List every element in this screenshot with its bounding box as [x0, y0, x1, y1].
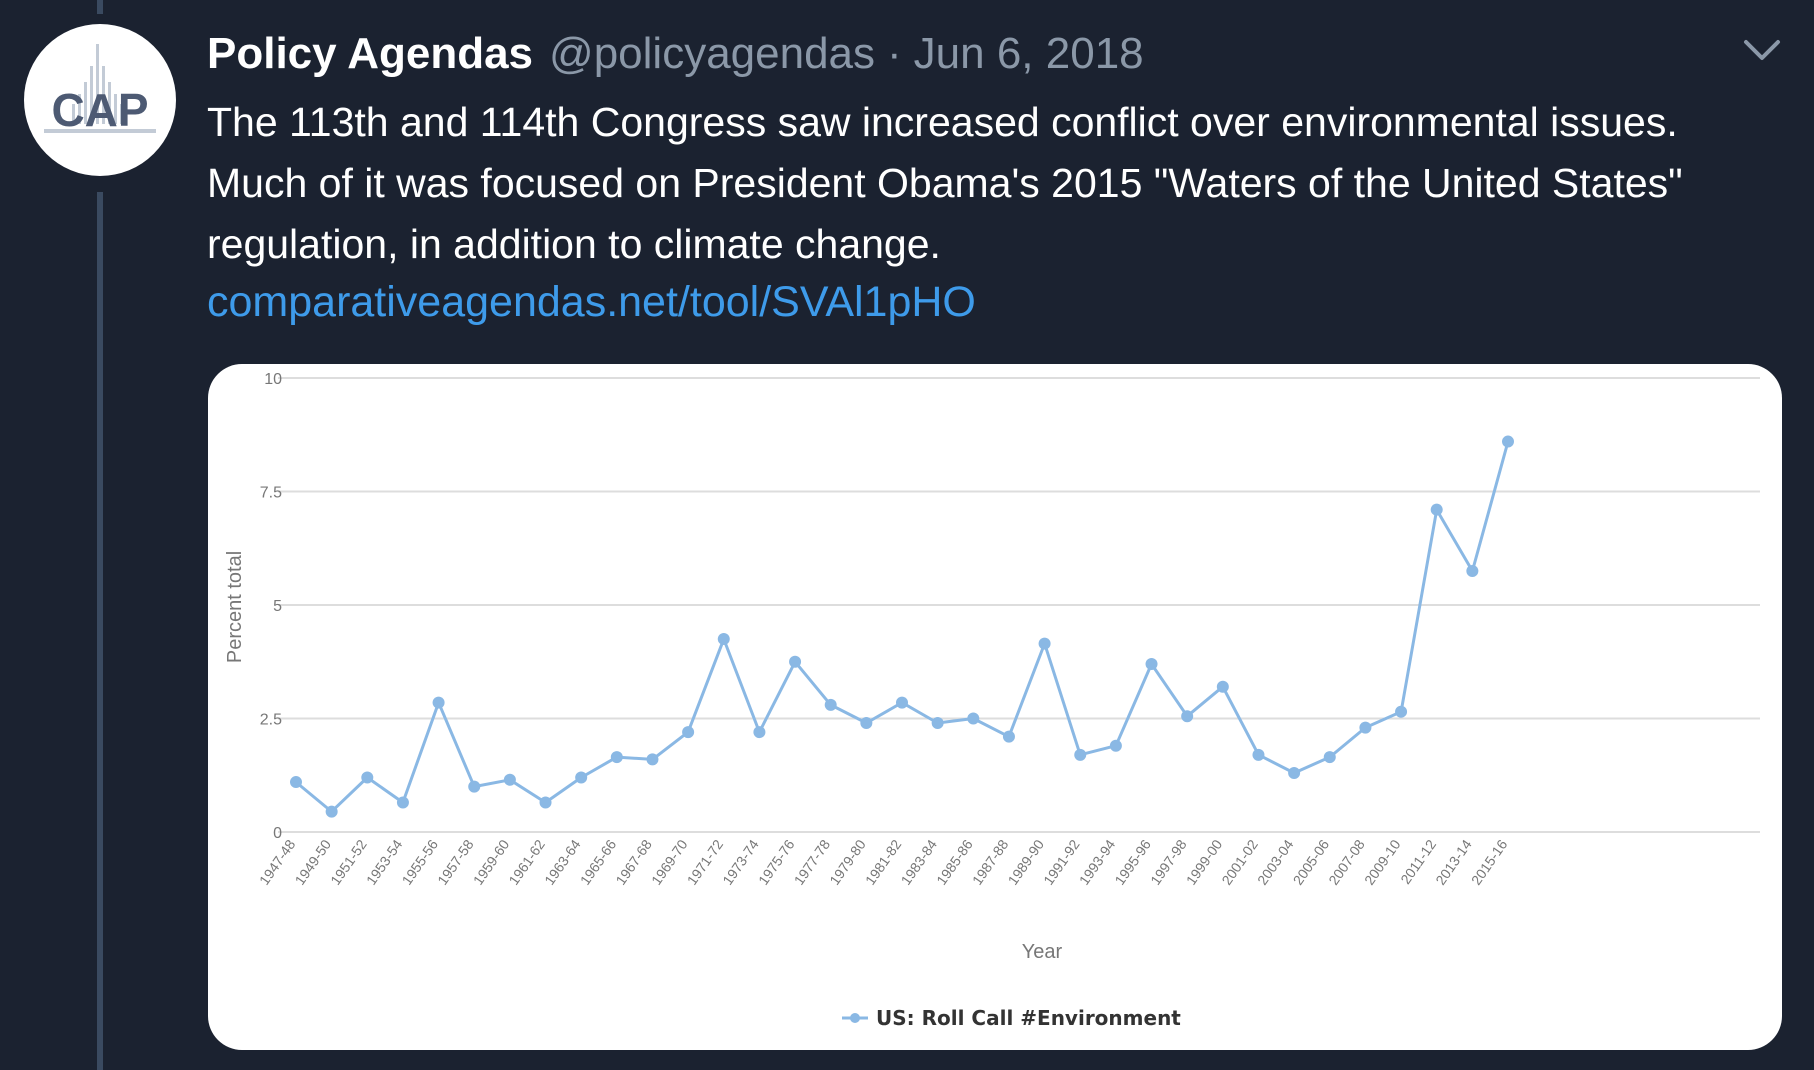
x-axis-label: Year: [1022, 941, 1063, 963]
display-name[interactable]: Policy Agendas: [207, 29, 534, 78]
data-point[interactable]: [361, 771, 374, 784]
data-point[interactable]: [325, 805, 338, 818]
y-axis-label: Percent total: [224, 551, 246, 663]
data-point[interactable]: [503, 773, 516, 786]
y-tick-label: 7.5: [260, 485, 282, 502]
x-tick-label: 2009-10: [1361, 836, 1404, 887]
legend-label: US: Roll Call #Environment: [876, 1006, 1181, 1030]
tweet-date[interactable]: Jun 6, 2018: [913, 29, 1144, 78]
data-point[interactable]: [1216, 680, 1229, 693]
data-point[interactable]: [646, 753, 659, 766]
y-tick-label: 10: [264, 371, 282, 388]
legend-marker-icon: [850, 1013, 860, 1023]
data-point[interactable]: [1252, 748, 1265, 761]
data-point[interactable]: [575, 771, 588, 784]
data-point[interactable]: [967, 712, 980, 725]
thread-line-top: [97, 0, 103, 14]
data-point[interactable]: [824, 698, 837, 711]
tweet-header: Policy Agendas @policyagendas · Jun 6, 2…: [207, 26, 1144, 82]
data-point[interactable]: [396, 796, 409, 809]
avatar[interactable]: CAP: [24, 24, 176, 176]
data-point[interactable]: [1109, 739, 1122, 752]
y-tick-label: 5: [273, 598, 282, 615]
x-tick-label: 2015-16: [1468, 836, 1511, 887]
data-point[interactable]: [1074, 748, 1087, 761]
thread-line: [97, 192, 103, 1070]
x-axis-ticks: 1947-481949-501951-521953-541955-561957-…: [256, 836, 1511, 887]
data-point[interactable]: [682, 726, 695, 739]
y-axis-ticks: 0 2.5 5 7.5 10: [260, 371, 282, 842]
data-point[interactable]: [931, 717, 944, 730]
y-tick-label: 0: [273, 825, 282, 842]
line-chart: 0 2.5 5 7.5 10 1947-481949-501951-521953-541…: [224, 371, 1760, 1030]
data-point[interactable]: [610, 751, 623, 764]
data-point[interactable]: [539, 796, 552, 809]
data-point[interactable]: [1323, 751, 1336, 764]
data-point[interactable]: [290, 776, 302, 789]
chevron-down-icon[interactable]: [1740, 32, 1784, 68]
series-points: [290, 435, 1514, 818]
data-point[interactable]: [468, 780, 481, 793]
data-point[interactable]: [860, 717, 873, 730]
data-point[interactable]: [1466, 564, 1479, 577]
chart-legend[interactable]: US: Roll Call #Environment: [842, 1006, 1181, 1030]
data-point[interactable]: [1038, 637, 1051, 650]
data-point[interactable]: [1181, 710, 1194, 723]
data-point[interactable]: [1002, 730, 1015, 743]
data-point[interactable]: [432, 696, 445, 709]
data-point[interactable]: [753, 726, 766, 739]
chart-card[interactable]: 0 2.5 5 7.5 10 1947-48 1949-50 1951-52 1953-54 1…: [208, 364, 1782, 1050]
chart-gridlines: [278, 377, 1760, 833]
data-point[interactable]: [1502, 435, 1514, 448]
header-separator: ·: [887, 29, 902, 78]
data-point[interactable]: [789, 655, 802, 668]
data-point[interactable]: [717, 633, 730, 646]
tweet-text: The 113th and 114th Congress saw increas…: [207, 99, 1683, 267]
data-point[interactable]: [1288, 766, 1301, 779]
cap-logo-icon: CAP: [44, 44, 156, 136]
data-point[interactable]: [1145, 658, 1158, 671]
data-point[interactable]: [1430, 503, 1443, 516]
data-point[interactable]: [896, 696, 908, 709]
data-point[interactable]: [1395, 705, 1408, 718]
tweet-link[interactable]: comparativeagendas.net/tool/SVAl1pHO: [207, 278, 976, 326]
data-point[interactable]: [1359, 721, 1372, 734]
y-tick-label: 2.5: [260, 712, 282, 729]
svg-text:CAP: CAP: [51, 84, 148, 136]
user-handle[interactable]: @policyagendas: [549, 29, 876, 78]
